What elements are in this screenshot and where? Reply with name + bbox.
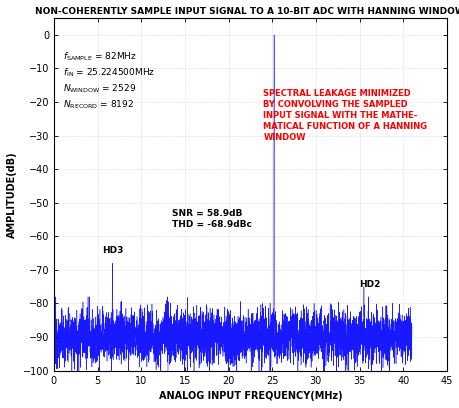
X-axis label: ANALOG INPUT FREQUENCY(MHz): ANALOG INPUT FREQUENCY(MHz) bbox=[158, 391, 341, 401]
Text: HD3: HD3 bbox=[102, 246, 123, 255]
Y-axis label: AMPLITUDE(dB): AMPLITUDE(dB) bbox=[7, 151, 17, 238]
Text: $f_{\mathregular{SAMPLE}}$ = 82MHz
$f_{\mathregular{IN}}$ = 25.224500MHz
$N_{\ma: $f_{\mathregular{SAMPLE}}$ = 82MHz $f_{\… bbox=[62, 50, 155, 111]
Title: NON-COHERENTLY SAMPLE INPUT SIGNAL TO A 10-BIT ADC WITH HANNING WINDOW: NON-COHERENTLY SAMPLE INPUT SIGNAL TO A … bbox=[35, 7, 459, 16]
Text: SNR = 58.9dB
THD = -68.9dBc: SNR = 58.9dB THD = -68.9dBc bbox=[171, 209, 251, 229]
Text: SPECTRAL LEAKAGE MINIMIZED
BY CONVOLVING THE SAMPLED
INPUT SIGNAL WITH THE MATHE: SPECTRAL LEAKAGE MINIMIZED BY CONVOLVING… bbox=[263, 89, 427, 142]
Text: HD2: HD2 bbox=[359, 280, 380, 289]
